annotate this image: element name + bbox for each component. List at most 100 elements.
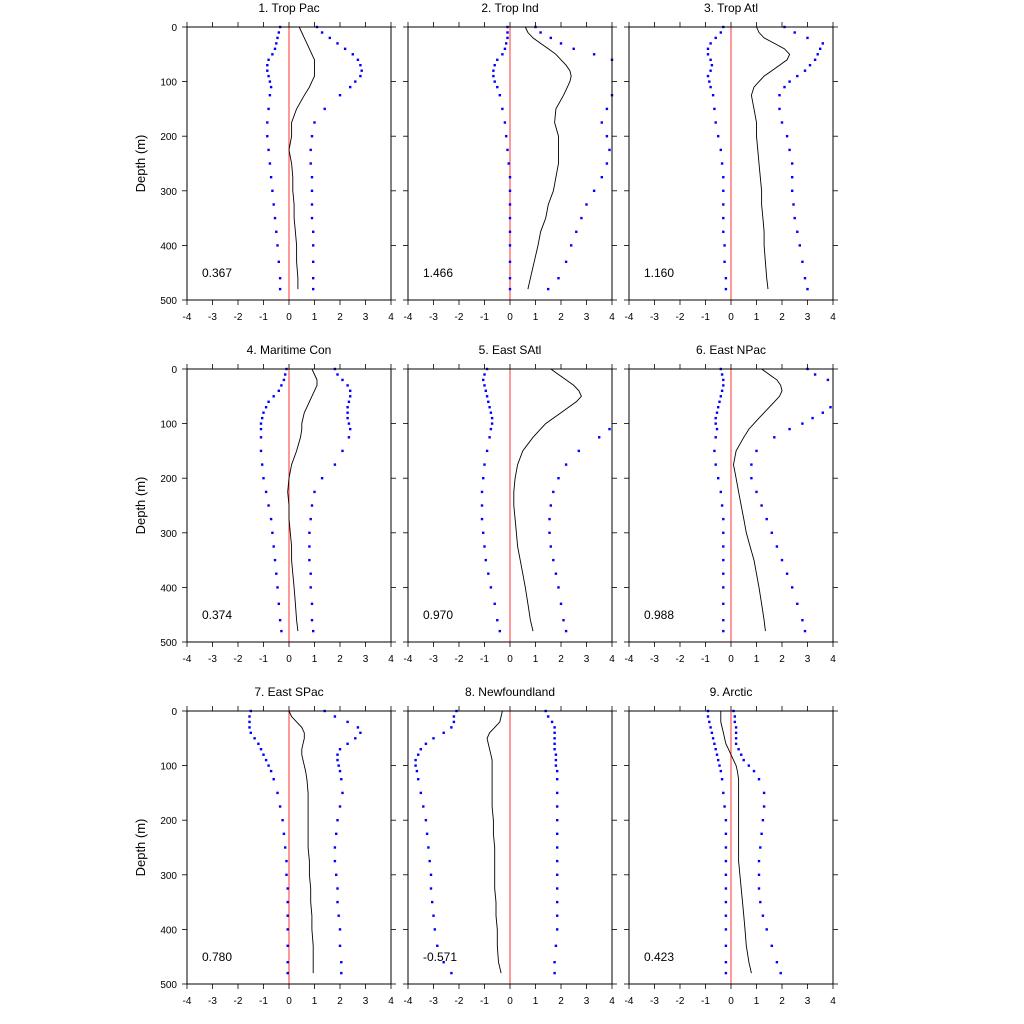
bound-dot (747, 764, 750, 767)
x-tick-label: 0 (507, 996, 513, 1007)
bound-dot (272, 778, 275, 781)
x-tick-label: -4 (404, 996, 413, 1007)
bound-dot (480, 504, 484, 507)
x-tick-label: -4 (404, 654, 413, 665)
bound-dot (740, 753, 743, 756)
bound-dot (266, 121, 269, 124)
x-tick-label: 0 (728, 996, 734, 1007)
bound-dot (310, 216, 314, 220)
x-tick-label: 1 (754, 312, 760, 323)
x-tick-label: -2 (455, 996, 464, 1007)
bound-dot (821, 42, 824, 45)
bound-dot (724, 971, 728, 975)
bound-dot (553, 748, 556, 751)
bound-dot (310, 176, 314, 179)
bound-dot (336, 900, 339, 904)
bound-dot (493, 64, 496, 67)
bound-dot (788, 80, 791, 83)
y-tick-label: 300 (160, 529, 177, 540)
bound-dot (259, 427, 263, 431)
bound-dot (724, 944, 728, 947)
bound-dot (347, 400, 351, 403)
bound-dot (553, 731, 556, 734)
bound-dot (414, 764, 417, 767)
bound-dot (312, 629, 315, 633)
bound-dot (278, 287, 282, 291)
x-tick-label: 4 (830, 996, 836, 1007)
bound-dot (354, 737, 357, 740)
bound-dot (813, 373, 817, 376)
mean-profile-line (513, 368, 582, 632)
bound-dot (480, 517, 484, 521)
bound-dot (793, 31, 796, 34)
bound-dot (280, 629, 283, 633)
x-tick-label: 0 (286, 312, 292, 323)
bound-dot (556, 900, 559, 904)
bound-dot (724, 832, 728, 835)
bound-dot (278, 619, 282, 622)
bound-dot (714, 463, 717, 466)
bound-dot (750, 463, 753, 466)
bound-dot (553, 742, 556, 745)
x-tick-label: -2 (455, 654, 464, 665)
bound-dot (775, 961, 779, 964)
bound-dot (759, 900, 762, 904)
bound-dot (714, 422, 717, 425)
bound-dot (485, 395, 489, 398)
bound-dot (309, 517, 312, 521)
bound-dot (427, 846, 430, 849)
bound-dot (600, 121, 603, 124)
bound-dot (775, 545, 779, 548)
mean-profile-line (288, 710, 314, 974)
bound-dot (722, 378, 725, 382)
bound-dot (341, 791, 344, 795)
bound-dot (803, 629, 807, 633)
bound-dot (785, 572, 789, 575)
bound-dot (556, 791, 559, 795)
bound-dot (733, 715, 736, 718)
bound-dot (349, 427, 352, 431)
x-tick-label: 2 (558, 996, 564, 1007)
bound-dot (496, 58, 499, 61)
bound-dot (259, 748, 263, 751)
bound-dot (261, 463, 264, 466)
x-tick-label: -3 (650, 996, 659, 1007)
bound-dot (359, 731, 362, 734)
bound-dot (312, 260, 315, 263)
bound-dot (354, 80, 357, 83)
bound-dot (819, 47, 822, 50)
bound-dot (347, 422, 351, 425)
bound-dot (780, 558, 784, 562)
bound-dot (490, 422, 494, 425)
bound-dot (757, 873, 761, 876)
bound-dot (808, 64, 812, 67)
bound-dot (338, 944, 342, 947)
bound-dot (711, 737, 715, 740)
bound-dot (336, 373, 339, 376)
bound-dot (717, 406, 720, 409)
bound-dot (718, 400, 721, 403)
bound-dot (310, 504, 314, 507)
x-tick-label: -2 (234, 654, 243, 665)
bound-dot (554, 764, 558, 767)
bound-dot (801, 422, 804, 425)
x-tick-label: -2 (676, 654, 685, 665)
bound-dot (346, 384, 349, 387)
x-tick-label: -1 (259, 654, 268, 665)
bound-dot (340, 961, 343, 964)
x-tick-label: 0 (507, 312, 513, 323)
bound-dot (710, 731, 714, 734)
bound-dot (713, 107, 716, 111)
bound-dot (310, 619, 314, 622)
x-tick-label: -4 (404, 312, 413, 323)
x-tick-label: 3 (363, 654, 369, 665)
bound-dot (762, 791, 766, 795)
bound-dot (506, 31, 509, 34)
bound-dot (277, 389, 280, 392)
bound-dot (796, 230, 799, 233)
bound-dot (429, 887, 433, 890)
bound-dot (722, 203, 725, 206)
bound-dot (284, 373, 287, 376)
bound-dot (267, 764, 270, 767)
mean-profile-line (287, 368, 318, 632)
